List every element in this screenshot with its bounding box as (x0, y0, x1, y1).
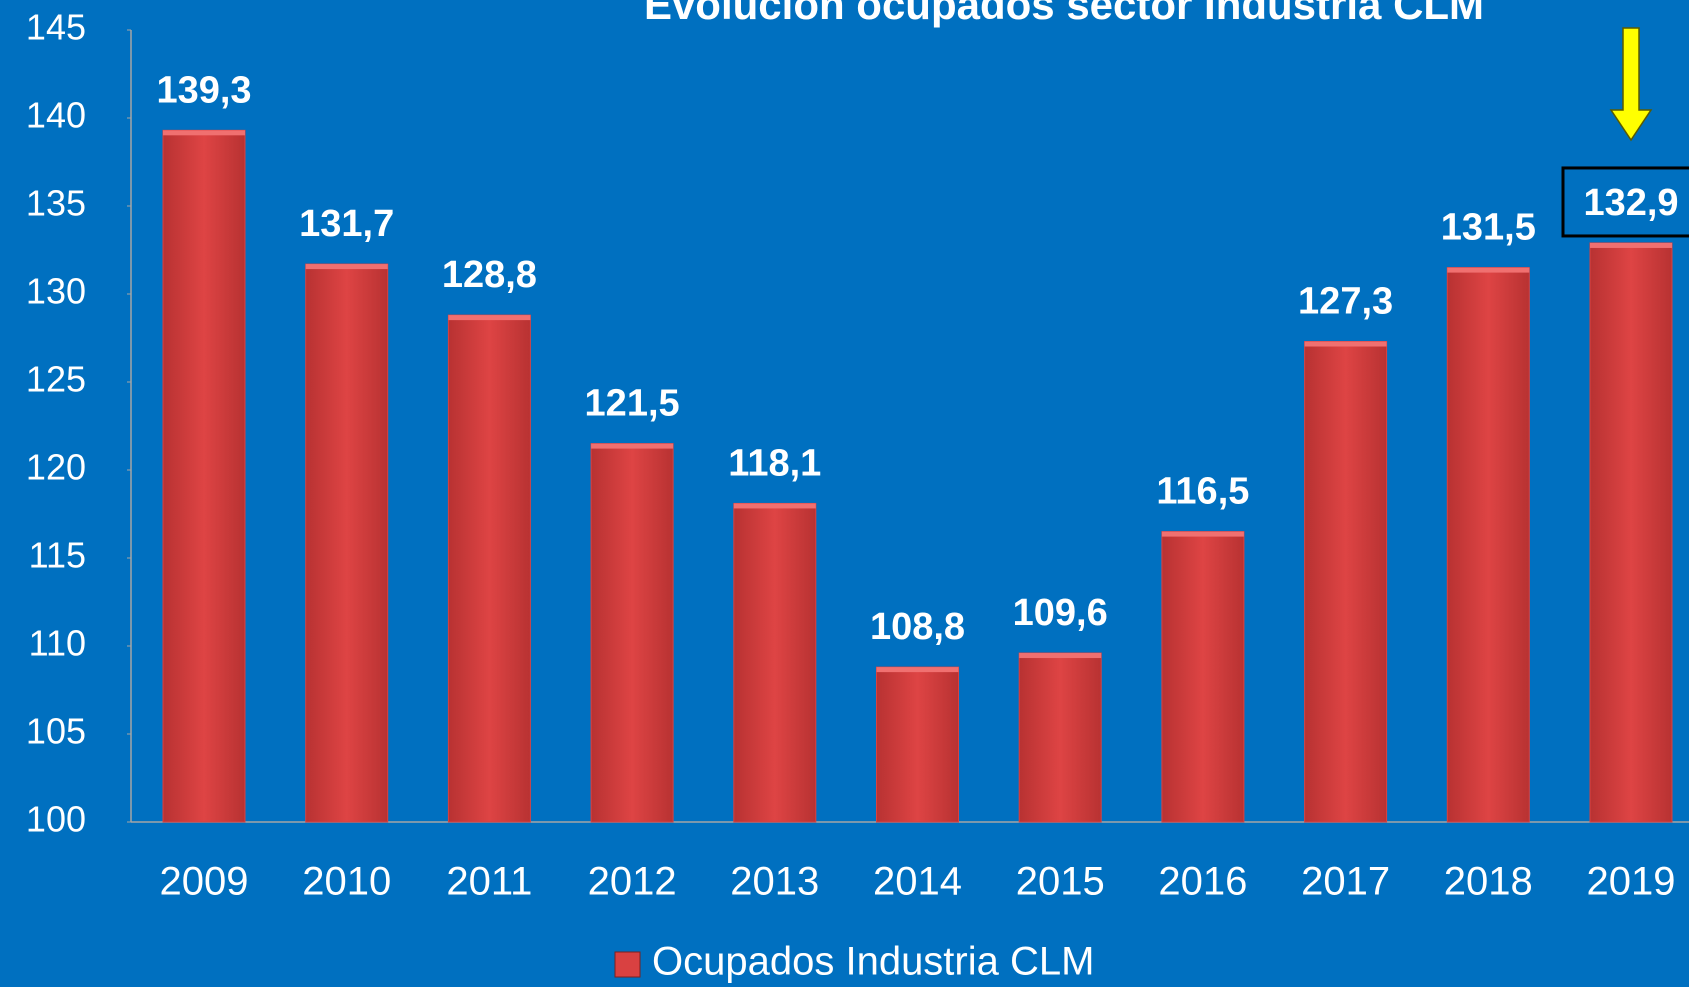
bar (1161, 531, 1245, 823)
bar (1446, 267, 1530, 823)
bar (1589, 242, 1673, 823)
bar-top (1447, 267, 1530, 273)
x-tick-label: 2016 (1158, 860, 1247, 904)
bar-top (448, 315, 531, 321)
bar (305, 263, 389, 823)
x-tick-label: 2015 (1016, 860, 1105, 904)
highlight-box (1561, 166, 1689, 238)
y-tick-label: 100 (26, 799, 86, 840)
x-tick-label: 2017 (1301, 860, 1390, 904)
bar (876, 666, 959, 823)
legend-label: Ocupados Industria CLM (652, 940, 1094, 984)
y-tick-label: 110 (29, 623, 86, 664)
bar-top (1304, 341, 1387, 347)
bar (1304, 341, 1388, 823)
bar (733, 502, 817, 823)
data-label: 131,5 (1441, 207, 1536, 249)
y-tick-label: 115 (29, 535, 86, 576)
arrow (1609, 27, 1653, 142)
bar (447, 314, 531, 823)
data-label: 128,8 (442, 254, 537, 296)
x-tick-label: 2018 (1444, 860, 1533, 904)
bar-top (1161, 531, 1244, 537)
y-tick-label: 135 (26, 183, 86, 224)
bar-top (163, 130, 245, 136)
data-label: 121,5 (585, 383, 680, 425)
data-label: 118,1 (728, 442, 821, 484)
y-tick-label: 125 (26, 359, 86, 400)
y-tick-label: 105 (26, 711, 86, 752)
x-tick-label: 2014 (873, 860, 962, 904)
bar-top (591, 443, 674, 449)
legend-swatch (614, 951, 641, 978)
y-tick-label: 120 (26, 447, 86, 488)
bar (1018, 652, 1102, 823)
bar-top (305, 264, 388, 270)
data-label: 132,9 (1583, 182, 1678, 224)
data-label: 109,6 (1013, 592, 1108, 634)
x-tick-label: 2019 (1587, 860, 1676, 904)
x-tick-label: 2010 (302, 860, 391, 904)
bar-top (876, 667, 959, 673)
x-tick-label: 2011 (446, 860, 532, 904)
bar-top (1590, 242, 1672, 248)
data-label: 108,8 (870, 606, 965, 648)
chart-title: Evolución ocupados sector Industria CLM (644, 0, 1484, 28)
bar-top (733, 503, 816, 509)
data-label: 116,5 (1156, 471, 1249, 513)
bar (590, 443, 674, 823)
x-tick-label: 2009 (160, 860, 249, 904)
data-label: 127,3 (1298, 281, 1393, 323)
x-tick-label: 2013 (730, 860, 819, 904)
y-tick-label: 145 (26, 7, 86, 48)
bar-top (1019, 653, 1102, 659)
bar (162, 129, 246, 823)
x-tick-label: 2012 (588, 860, 677, 904)
y-tick-label: 140 (26, 95, 86, 136)
data-label: 131,7 (299, 203, 394, 245)
data-label: 139,3 (156, 69, 251, 111)
y-tick-label: 130 (26, 271, 86, 312)
